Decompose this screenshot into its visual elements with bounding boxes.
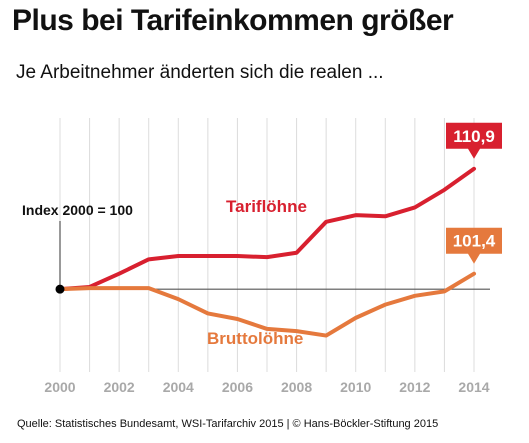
x-tick-label: 2004: [163, 379, 194, 395]
series-name-label: Tariflöhne: [226, 197, 307, 216]
chart-subtitle: Je Arbeitnehmer änderten sich die realen…: [16, 62, 384, 83]
series-line: [58, 271, 476, 338]
source-note: Quelle: Statistisches Bundesamt, WSI-Tar…: [17, 418, 439, 430]
x-tick-label: 2012: [399, 379, 430, 395]
value-callout-text: 110,9: [453, 127, 495, 146]
x-tick-label: 2014: [458, 379, 489, 395]
x-tick-label: 2008: [281, 379, 312, 395]
series-name-label: Bruttolöhne: [207, 329, 303, 348]
value-callout-box: [446, 227, 502, 264]
value-callout-box: [446, 122, 502, 159]
value-callout-text: 101,4: [453, 232, 496, 251]
chart-title: Plus bei Tarifeinkommen größer: [12, 4, 454, 37]
index-label: Index 2000 = 100: [22, 202, 133, 218]
x-tick-label: 2002: [104, 379, 135, 395]
series-layer: [55, 166, 476, 338]
x-tick-label: 2006: [222, 379, 253, 395]
series-line: [58, 166, 476, 292]
x-tick-label: 2000: [44, 379, 75, 395]
origin-dot: [55, 284, 65, 294]
axis-layer: 2000 2002 2004 2006 2008 2010 2012 2014 Index 20…: [22, 202, 490, 395]
label-layer: Tariflöhne Bruttolöhne 110,9 101,4: [207, 122, 502, 348]
x-tick-label: 2010: [340, 379, 371, 395]
